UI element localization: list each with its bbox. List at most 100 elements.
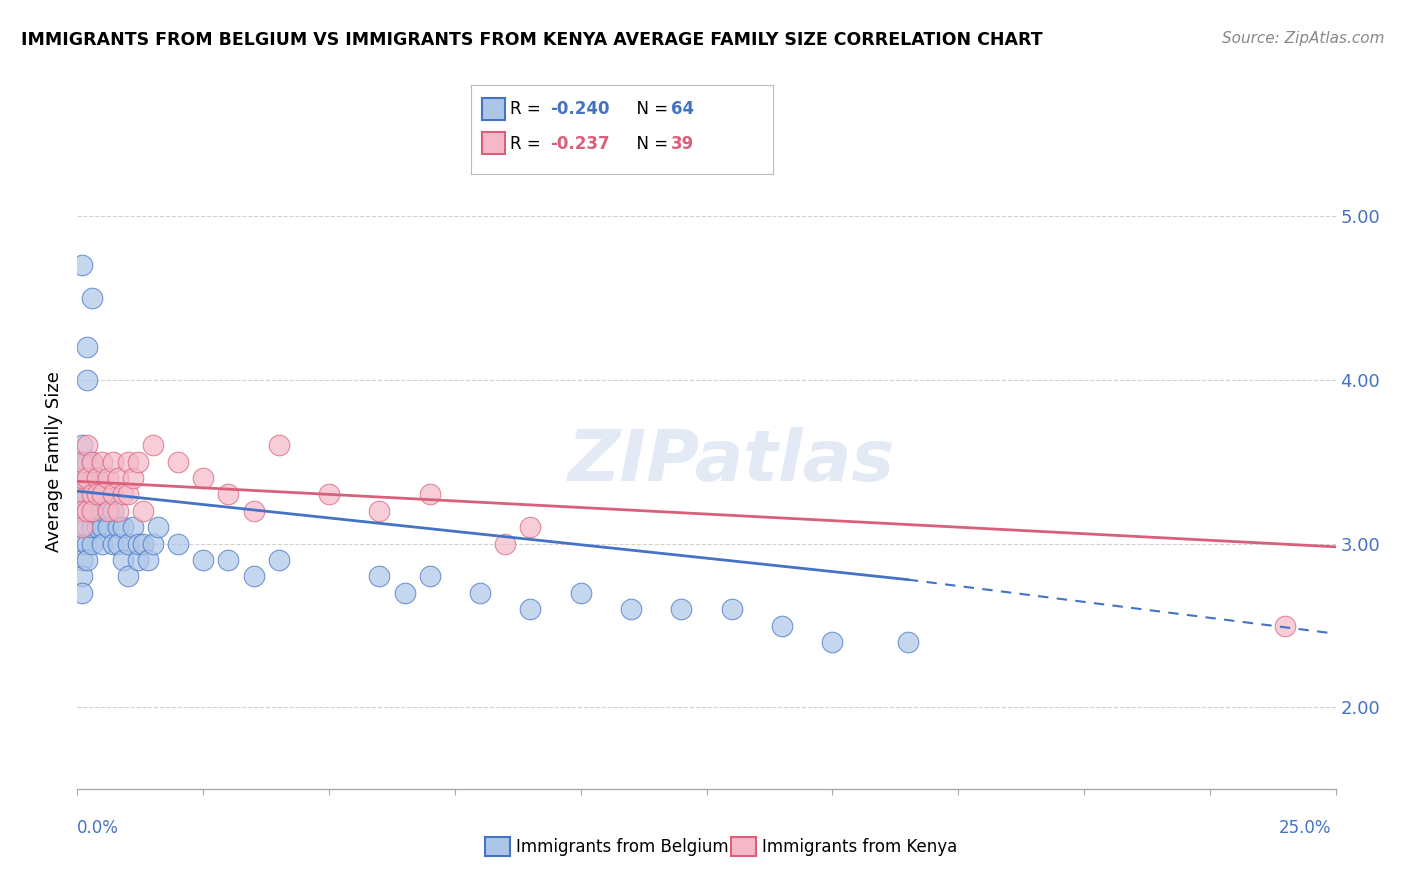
Y-axis label: Average Family Size: Average Family Size: [45, 371, 63, 552]
Point: [897, 635, 920, 649]
Point: [72, 471, 94, 485]
Point: [72, 504, 94, 518]
Point: [72, 569, 94, 583]
Point: [76, 455, 98, 469]
Point: [720, 602, 742, 616]
Point: [76, 536, 98, 550]
Point: [72, 553, 94, 567]
Text: 39: 39: [671, 135, 695, 153]
Point: [127, 455, 149, 469]
Text: N =: N =: [626, 135, 673, 153]
Point: [132, 504, 155, 518]
Point: [82, 536, 104, 550]
Text: 64: 64: [671, 100, 693, 118]
Point: [821, 635, 844, 649]
Point: [111, 553, 134, 567]
Point: [107, 471, 129, 485]
Text: -0.237: -0.237: [550, 135, 609, 153]
Point: [107, 536, 129, 550]
Point: [72, 455, 94, 469]
Point: [91, 504, 114, 518]
Point: [468, 586, 491, 600]
Text: R =: R =: [510, 100, 547, 118]
Point: [76, 553, 98, 567]
Point: [76, 504, 98, 518]
Point: [519, 520, 541, 534]
Point: [86, 471, 108, 485]
Point: [91, 520, 114, 534]
Point: [86, 504, 108, 518]
Point: [91, 455, 114, 469]
Point: [142, 536, 165, 550]
Point: [72, 504, 94, 518]
Point: [136, 553, 159, 567]
Point: [72, 586, 94, 600]
Point: [121, 471, 143, 485]
Text: IMMIGRANTS FROM BELGIUM VS IMMIGRANTS FROM KENYA AVERAGE FAMILY SIZE CORRELATION: IMMIGRANTS FROM BELGIUM VS IMMIGRANTS FR…: [21, 31, 1043, 49]
Point: [82, 520, 104, 534]
Point: [76, 340, 98, 354]
Point: [96, 504, 118, 518]
Point: [82, 504, 104, 518]
Point: [132, 536, 155, 550]
Point: [121, 520, 143, 534]
Point: [76, 520, 98, 534]
Point: [117, 569, 139, 583]
Point: [217, 487, 239, 501]
Point: [671, 602, 693, 616]
Point: [101, 504, 124, 518]
Point: [72, 536, 94, 550]
Point: [91, 536, 114, 550]
Point: [82, 487, 104, 501]
Point: [569, 586, 592, 600]
Point: [117, 455, 139, 469]
Point: [76, 504, 98, 518]
Text: R =: R =: [510, 135, 547, 153]
Text: 25.0%: 25.0%: [1279, 819, 1331, 837]
Point: [101, 536, 124, 550]
Point: [72, 258, 94, 272]
Point: [76, 471, 98, 485]
Point: [111, 487, 134, 501]
Point: [76, 373, 98, 387]
Point: [419, 569, 441, 583]
Point: [101, 455, 124, 469]
Text: Immigrants from Belgium: Immigrants from Belgium: [516, 838, 728, 855]
Point: [86, 487, 108, 501]
Point: [82, 291, 104, 305]
Point: [146, 520, 169, 534]
Point: [494, 536, 516, 550]
Text: 0.0%: 0.0%: [77, 819, 120, 837]
Point: [267, 553, 290, 567]
Point: [86, 487, 108, 501]
Point: [127, 536, 149, 550]
Point: [72, 487, 94, 501]
Point: [96, 520, 118, 534]
Point: [82, 504, 104, 518]
Point: [167, 536, 190, 550]
Point: [86, 471, 108, 485]
Point: [72, 438, 94, 452]
Point: [242, 504, 264, 518]
Point: [117, 487, 139, 501]
Point: [82, 487, 104, 501]
Point: [72, 455, 94, 469]
Point: [86, 520, 108, 534]
Point: [167, 455, 190, 469]
Point: [72, 520, 94, 534]
Point: [76, 438, 98, 452]
Point: [368, 504, 391, 518]
Point: [72, 520, 94, 534]
Point: [107, 504, 129, 518]
Point: [82, 455, 104, 469]
Point: [96, 504, 118, 518]
Point: [770, 618, 793, 632]
Point: [76, 471, 98, 485]
Point: [72, 471, 94, 485]
Point: [82, 455, 104, 469]
Point: [318, 487, 340, 501]
Text: Immigrants from Kenya: Immigrants from Kenya: [762, 838, 957, 855]
Point: [191, 553, 215, 567]
Point: [142, 438, 165, 452]
Point: [394, 586, 416, 600]
